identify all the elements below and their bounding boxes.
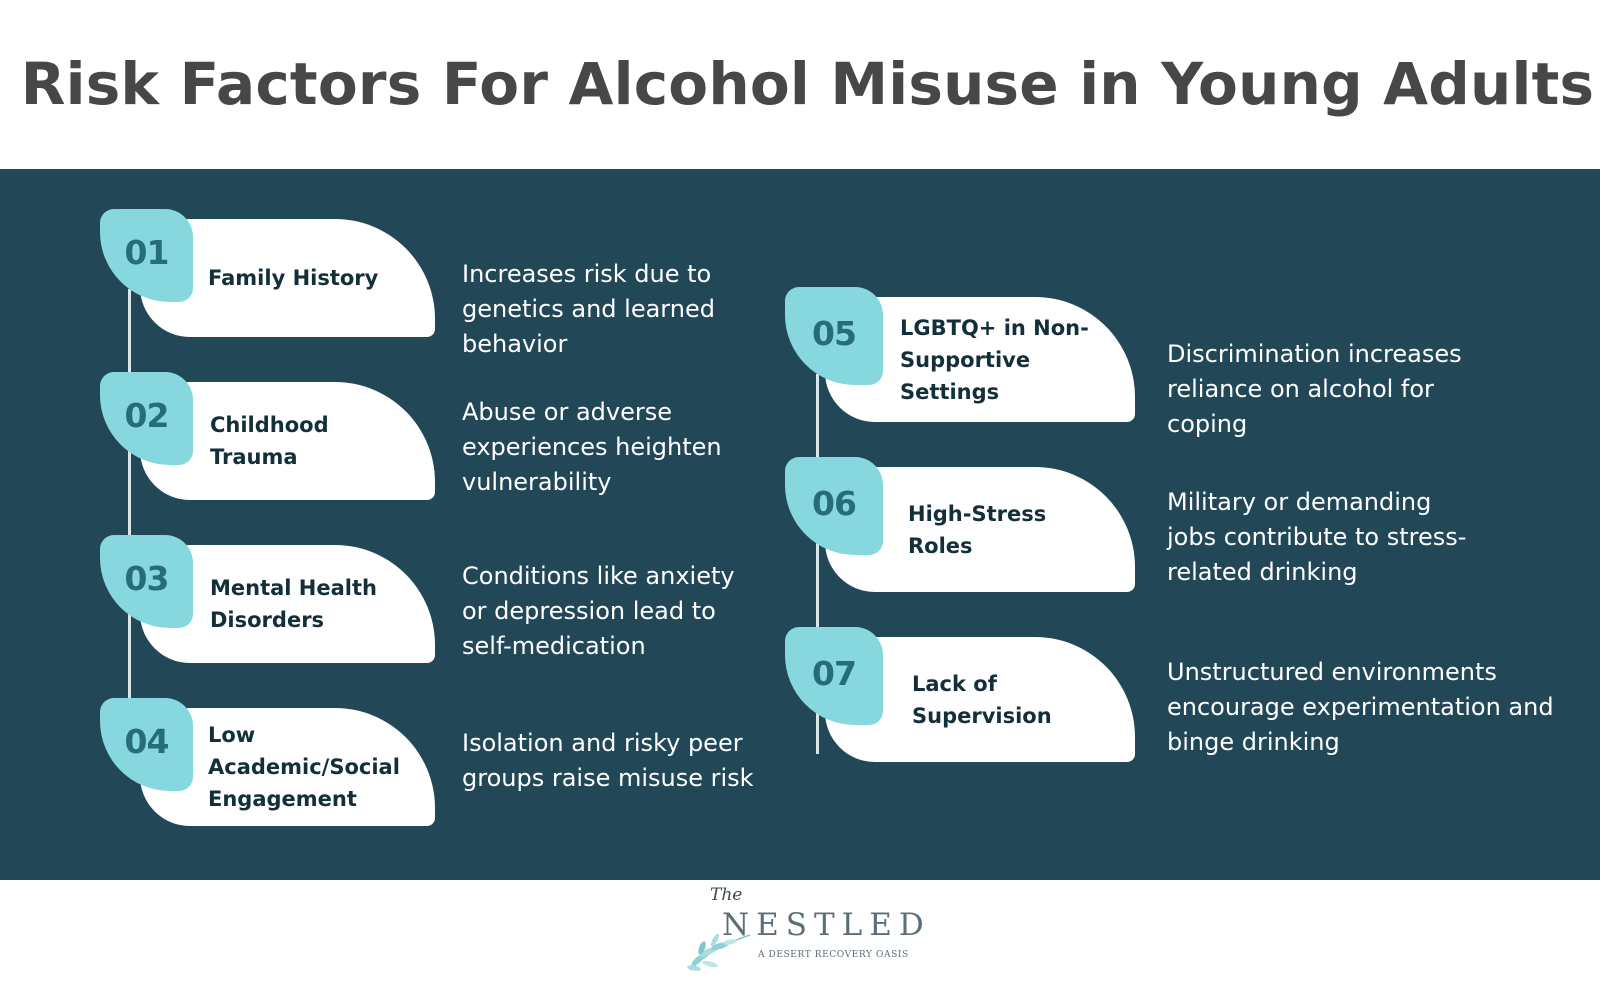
logo-tagline: A DESERT RECOVERY OASIS bbox=[758, 950, 909, 960]
factor-07: Lack of Supervision 07 bbox=[785, 627, 1135, 767]
factor-description: Discrimination increases reliance on alc… bbox=[1167, 340, 1462, 438]
factor-number-badge: 06 bbox=[785, 457, 883, 555]
logo-wordmark: NESTLED bbox=[722, 907, 931, 943]
factor-label: High-Stress Roles bbox=[908, 501, 1047, 558]
nestled-logo: The NESTLED A DESERT RECOVERY OASIS bbox=[680, 880, 930, 975]
factor-description: Military or demanding jobs contribute to… bbox=[1167, 488, 1467, 586]
factor-03: Mental Health Disorders 03 bbox=[100, 535, 435, 663]
page-title: Risk Factors For Alcohol Misuse in Young… bbox=[20, 50, 1595, 118]
factor-label: Mental Health Disorders bbox=[210, 576, 377, 632]
factor-number-badge: 03 bbox=[100, 535, 193, 628]
factor-description: Conditions like anxiety or depression le… bbox=[462, 562, 735, 660]
logo-the-text: The bbox=[710, 885, 743, 905]
factor-number-badge: 07 bbox=[785, 627, 883, 725]
factor-label: Childhood Trauma bbox=[210, 413, 329, 469]
factor-label: Lack of Supervision bbox=[912, 671, 1052, 728]
factor-number-badge: 01 bbox=[100, 209, 193, 302]
factor-number-badge: 02 bbox=[100, 372, 193, 465]
factor-01: Family History 01 bbox=[100, 209, 435, 337]
factor-label: Family History bbox=[208, 266, 379, 290]
factor-description: Abuse or adverse experiences heighten vu… bbox=[462, 398, 722, 496]
factor-description: Isolation and risky peer groups raise mi… bbox=[462, 729, 754, 792]
factor-05: LGBTQ+ in Non-Supportive Settings 05 bbox=[785, 287, 1135, 427]
right-timeline-line bbox=[816, 374, 819, 754]
olive-branch-icon bbox=[687, 933, 751, 971]
factor-description: Increases risk due to genetics and learn… bbox=[462, 260, 715, 358]
factor-04: Low Academic/Social Engagement 04 bbox=[100, 698, 435, 826]
factor-label: Low Academic/Social Engagement bbox=[208, 723, 400, 811]
factor-label: LGBTQ+ in Non-Supportive Settings bbox=[900, 315, 1089, 404]
content-panel: Family History 01 Increases risk due to … bbox=[0, 169, 1600, 880]
factor-number-badge: 04 bbox=[100, 698, 193, 791]
factor-02: Childhood Trauma 02 bbox=[100, 372, 435, 500]
left-timeline-line bbox=[128, 289, 131, 759]
factor-06: High-Stress Roles 06 bbox=[785, 457, 1135, 597]
factor-number-badge: 05 bbox=[785, 287, 883, 385]
factor-description: Unstructured environments encourage expe… bbox=[1167, 658, 1554, 756]
